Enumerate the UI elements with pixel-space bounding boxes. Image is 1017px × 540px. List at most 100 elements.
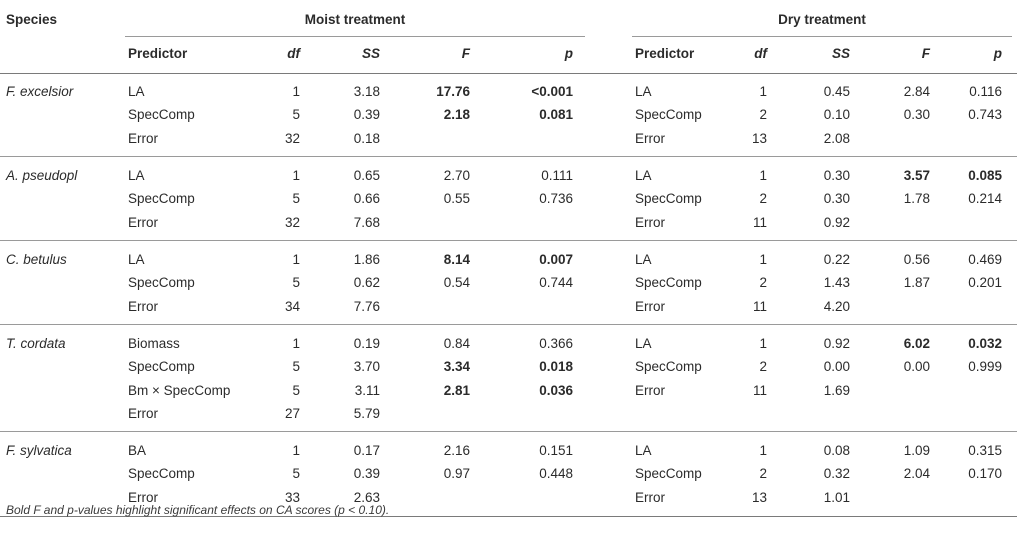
dry-f-cell: 1.09 <box>903 443 930 458</box>
moist-predictor-cell: Bm × SpecComp <box>128 382 231 398</box>
dry-ss-cell: 0.10 <box>823 107 850 123</box>
moist-f-cell: 2.81 <box>443 382 470 398</box>
dry-p-cell: 0.170 <box>968 466 1002 482</box>
moist-ss-cell: 3.70 <box>353 359 380 375</box>
dry-p-cell: 0.214 <box>968 191 1002 207</box>
dry-predictor-cell: SpecComp <box>635 191 702 207</box>
dry-ss-cell: 0.92 <box>823 336 850 351</box>
moist-predictor-cell: Error <box>128 130 158 146</box>
dry-predictor-cell: Error <box>635 130 665 146</box>
dry-p-cell: 0.116 <box>969 84 1002 99</box>
dry-df-cell: 1 <box>759 252 767 267</box>
moist-predictor-cell: LA <box>128 84 145 99</box>
group-separator-rule <box>0 156 1017 157</box>
dry-df-cell: 13 <box>751 130 767 146</box>
dry-predictor-cell: LA <box>635 84 652 99</box>
moist-ss-cell: 1.86 <box>353 252 380 267</box>
dry-treatment-header: Dry treatment <box>778 12 866 27</box>
dry-p-cell: 0.743 <box>968 107 1002 123</box>
dry-ss-cell: 0.30 <box>823 168 850 183</box>
moist-df-cell: 5 <box>292 382 300 398</box>
moist-p-cell: 0.366 <box>539 336 573 351</box>
moist-predictor-cell: SpecComp <box>128 191 195 207</box>
moist-p-cell: 0.744 <box>539 275 573 291</box>
moist-predictor-cell: SpecComp <box>128 466 195 482</box>
moist-predictor-header: Predictor <box>128 46 188 61</box>
dry-predictor-cell: SpecComp <box>635 466 702 482</box>
moist-ss-cell: 7.76 <box>353 298 380 314</box>
moist-df-cell: 34 <box>284 298 300 314</box>
dry-f-cell: 0.56 <box>903 252 930 267</box>
dry-ss-cell: 0.00 <box>823 359 850 375</box>
dry-predictor-cell: Error <box>635 382 665 398</box>
dry-predictor-cell: Error <box>635 298 665 314</box>
moist-predictor-cell: Error <box>128 405 158 421</box>
dry-predictor-cell: LA <box>635 168 652 183</box>
moist-ss-cell: 5.79 <box>353 405 380 421</box>
table-footnote: Bold F and p-values highlight significan… <box>6 503 390 517</box>
dry-df-header: df <box>754 46 767 61</box>
dry-df-cell: 1 <box>759 336 767 351</box>
moist-predictor-cell: Error <box>128 214 158 230</box>
moist-ss-cell: 0.39 <box>353 466 380 482</box>
dry-f-cell: 2.84 <box>903 84 930 99</box>
moist-p-cell: 0.736 <box>539 191 573 207</box>
moist-ss-cell: 7.68 <box>353 214 380 230</box>
moist-df-cell: 33 <box>284 489 300 505</box>
dry-p-cell: 0.032 <box>968 336 1002 351</box>
dry-predictor-cell: SpecComp <box>635 275 702 291</box>
moist-df-cell: 1 <box>292 252 300 267</box>
moist-p-cell: 0.151 <box>539 443 573 458</box>
moist-df-cell: 32 <box>284 130 300 146</box>
dry-ss-cell: 0.30 <box>823 191 850 207</box>
moist-f-cell: 17.76 <box>436 84 470 99</box>
dry-f-cell: 1.87 <box>903 275 930 291</box>
dry-p-cell: 0.085 <box>968 168 1002 183</box>
moist-f-cell: 0.97 <box>443 466 470 482</box>
dry-predictor-cell: SpecComp <box>635 107 702 123</box>
dry-header-rule <box>632 36 1012 37</box>
moist-p-cell: 0.081 <box>539 107 573 123</box>
dry-predictor-header: Predictor <box>635 46 695 61</box>
moist-predictor-cell: Error <box>128 489 158 505</box>
moist-ss-cell: 3.11 <box>354 382 380 398</box>
moist-predictor-cell: LA <box>128 252 145 267</box>
moist-ss-cell: 0.18 <box>353 130 380 146</box>
moist-ss-cell: 0.66 <box>353 191 380 207</box>
moist-p-cell: <0.001 <box>531 84 573 99</box>
dry-f-cell: 0.30 <box>903 107 930 123</box>
dry-df-cell: 11 <box>752 298 767 314</box>
species-name: F. sylvatica <box>6 443 72 458</box>
dry-f-header: F <box>921 46 930 61</box>
moist-p-cell: 0.111 <box>541 168 573 183</box>
dry-f-cell: 3.57 <box>903 168 930 183</box>
dry-predictor-cell: Error <box>635 214 665 230</box>
dry-df-cell: 2 <box>759 466 767 482</box>
dry-df-cell: 2 <box>759 275 767 291</box>
dry-predictor-cell: SpecComp <box>635 359 702 375</box>
species-name: F. excelsior <box>6 84 74 99</box>
moist-f-cell: 2.16 <box>443 443 470 458</box>
group-separator-rule <box>0 240 1017 241</box>
dry-predictor-cell: Error <box>635 489 665 505</box>
moist-p-cell: 0.007 <box>539 252 573 267</box>
moist-df-cell: 5 <box>292 107 300 123</box>
dry-f-cell: 1.78 <box>903 191 930 207</box>
moist-f-cell: 0.84 <box>443 336 470 351</box>
dry-predictor-cell: LA <box>635 443 652 458</box>
dry-df-cell: 1 <box>759 168 767 183</box>
moist-f-cell: 0.54 <box>443 275 470 291</box>
dry-df-cell: 11 <box>752 382 767 398</box>
moist-predictor-cell: SpecComp <box>128 275 195 291</box>
dry-predictor-cell: LA <box>635 252 652 267</box>
dry-p-header: p <box>993 46 1002 61</box>
dry-f-cell: 6.02 <box>903 336 930 351</box>
moist-predictor-cell: Biomass <box>128 336 180 351</box>
moist-p-cell: 0.448 <box>539 466 573 482</box>
dry-ss-cell: 0.08 <box>823 443 850 458</box>
moist-df-cell: 1 <box>292 336 300 351</box>
moist-df-cell: 27 <box>284 405 300 421</box>
moist-f-cell: 8.14 <box>443 252 470 267</box>
header-bottom-rule <box>0 73 1017 74</box>
